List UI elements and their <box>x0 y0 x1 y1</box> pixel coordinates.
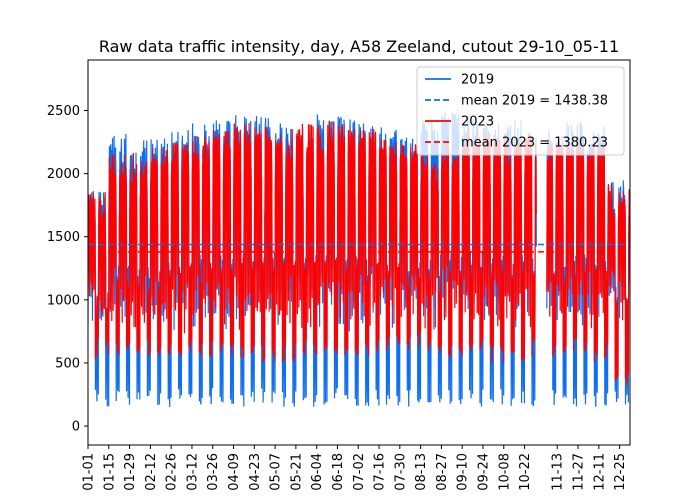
axes-frame <box>87 59 631 446</box>
x-tick-label: 11-13 <box>551 453 566 491</box>
x-tick-label: 01-01 <box>82 453 97 491</box>
x-tick-label: 04-09 <box>227 453 242 491</box>
x-tick-label: 07-30 <box>393 453 408 491</box>
x-tick-label: 03-12 <box>185 453 200 491</box>
x-tick-label: 01-29 <box>123 453 138 491</box>
legend-label: mean 2019 = 1438.38 <box>461 94 608 109</box>
series-line-2023-seg-0 <box>88 120 537 363</box>
x-tick-label: 09-24 <box>476 453 491 491</box>
y-tick-label: 500 <box>55 356 80 371</box>
x-tick-label: 06-18 <box>331 453 346 491</box>
y-tick-label: 0 <box>72 420 80 435</box>
y-tick-label: 2500 <box>47 104 80 119</box>
y-tick-label: 1000 <box>47 293 80 308</box>
y-tick-label: 1500 <box>47 230 80 245</box>
legend-box <box>416 66 625 156</box>
y-tick-label: 2000 <box>47 167 80 182</box>
series-line-2023-seg-1 <box>546 137 630 386</box>
legend: 2019 mean 2019 = 1438.38 2023 mean 2023 = 1… <box>416 66 625 156</box>
x-tick-label: 10-22 <box>518 453 533 491</box>
x-tick-label: 02-12 <box>144 453 159 491</box>
x-tick-label: 12-11 <box>592 453 607 491</box>
x-tick-label: 02-26 <box>165 453 180 491</box>
x-tick-label: 05-07 <box>269 453 284 491</box>
x-tick-label: 07-16 <box>373 453 388 491</box>
chart-title: Raw data traffic intensity, day, A58 Zee… <box>99 37 619 57</box>
x-tick-label: 10-08 <box>497 453 512 491</box>
x-tick-label: 07-02 <box>352 453 367 491</box>
x-tick-label: 01-15 <box>102 453 117 491</box>
x-tick-label: 03-26 <box>206 453 221 491</box>
x-tick-label: 04-23 <box>248 453 263 491</box>
legend-label: mean 2023 = 1380.23 <box>461 136 608 151</box>
x-tick-label: 05-21 <box>289 453 304 491</box>
x-tick-label: 09-10 <box>456 453 471 491</box>
x-tick-label: 08-27 <box>435 453 450 491</box>
x-tick-label: 06-04 <box>310 453 325 491</box>
x-tick-label: 08-13 <box>414 453 429 491</box>
legend-label: 2019 <box>461 73 494 88</box>
x-tick-label: 11-27 <box>572 453 587 491</box>
x-tick-label: 12-25 <box>613 453 628 491</box>
legend-label: 2023 <box>461 115 494 130</box>
